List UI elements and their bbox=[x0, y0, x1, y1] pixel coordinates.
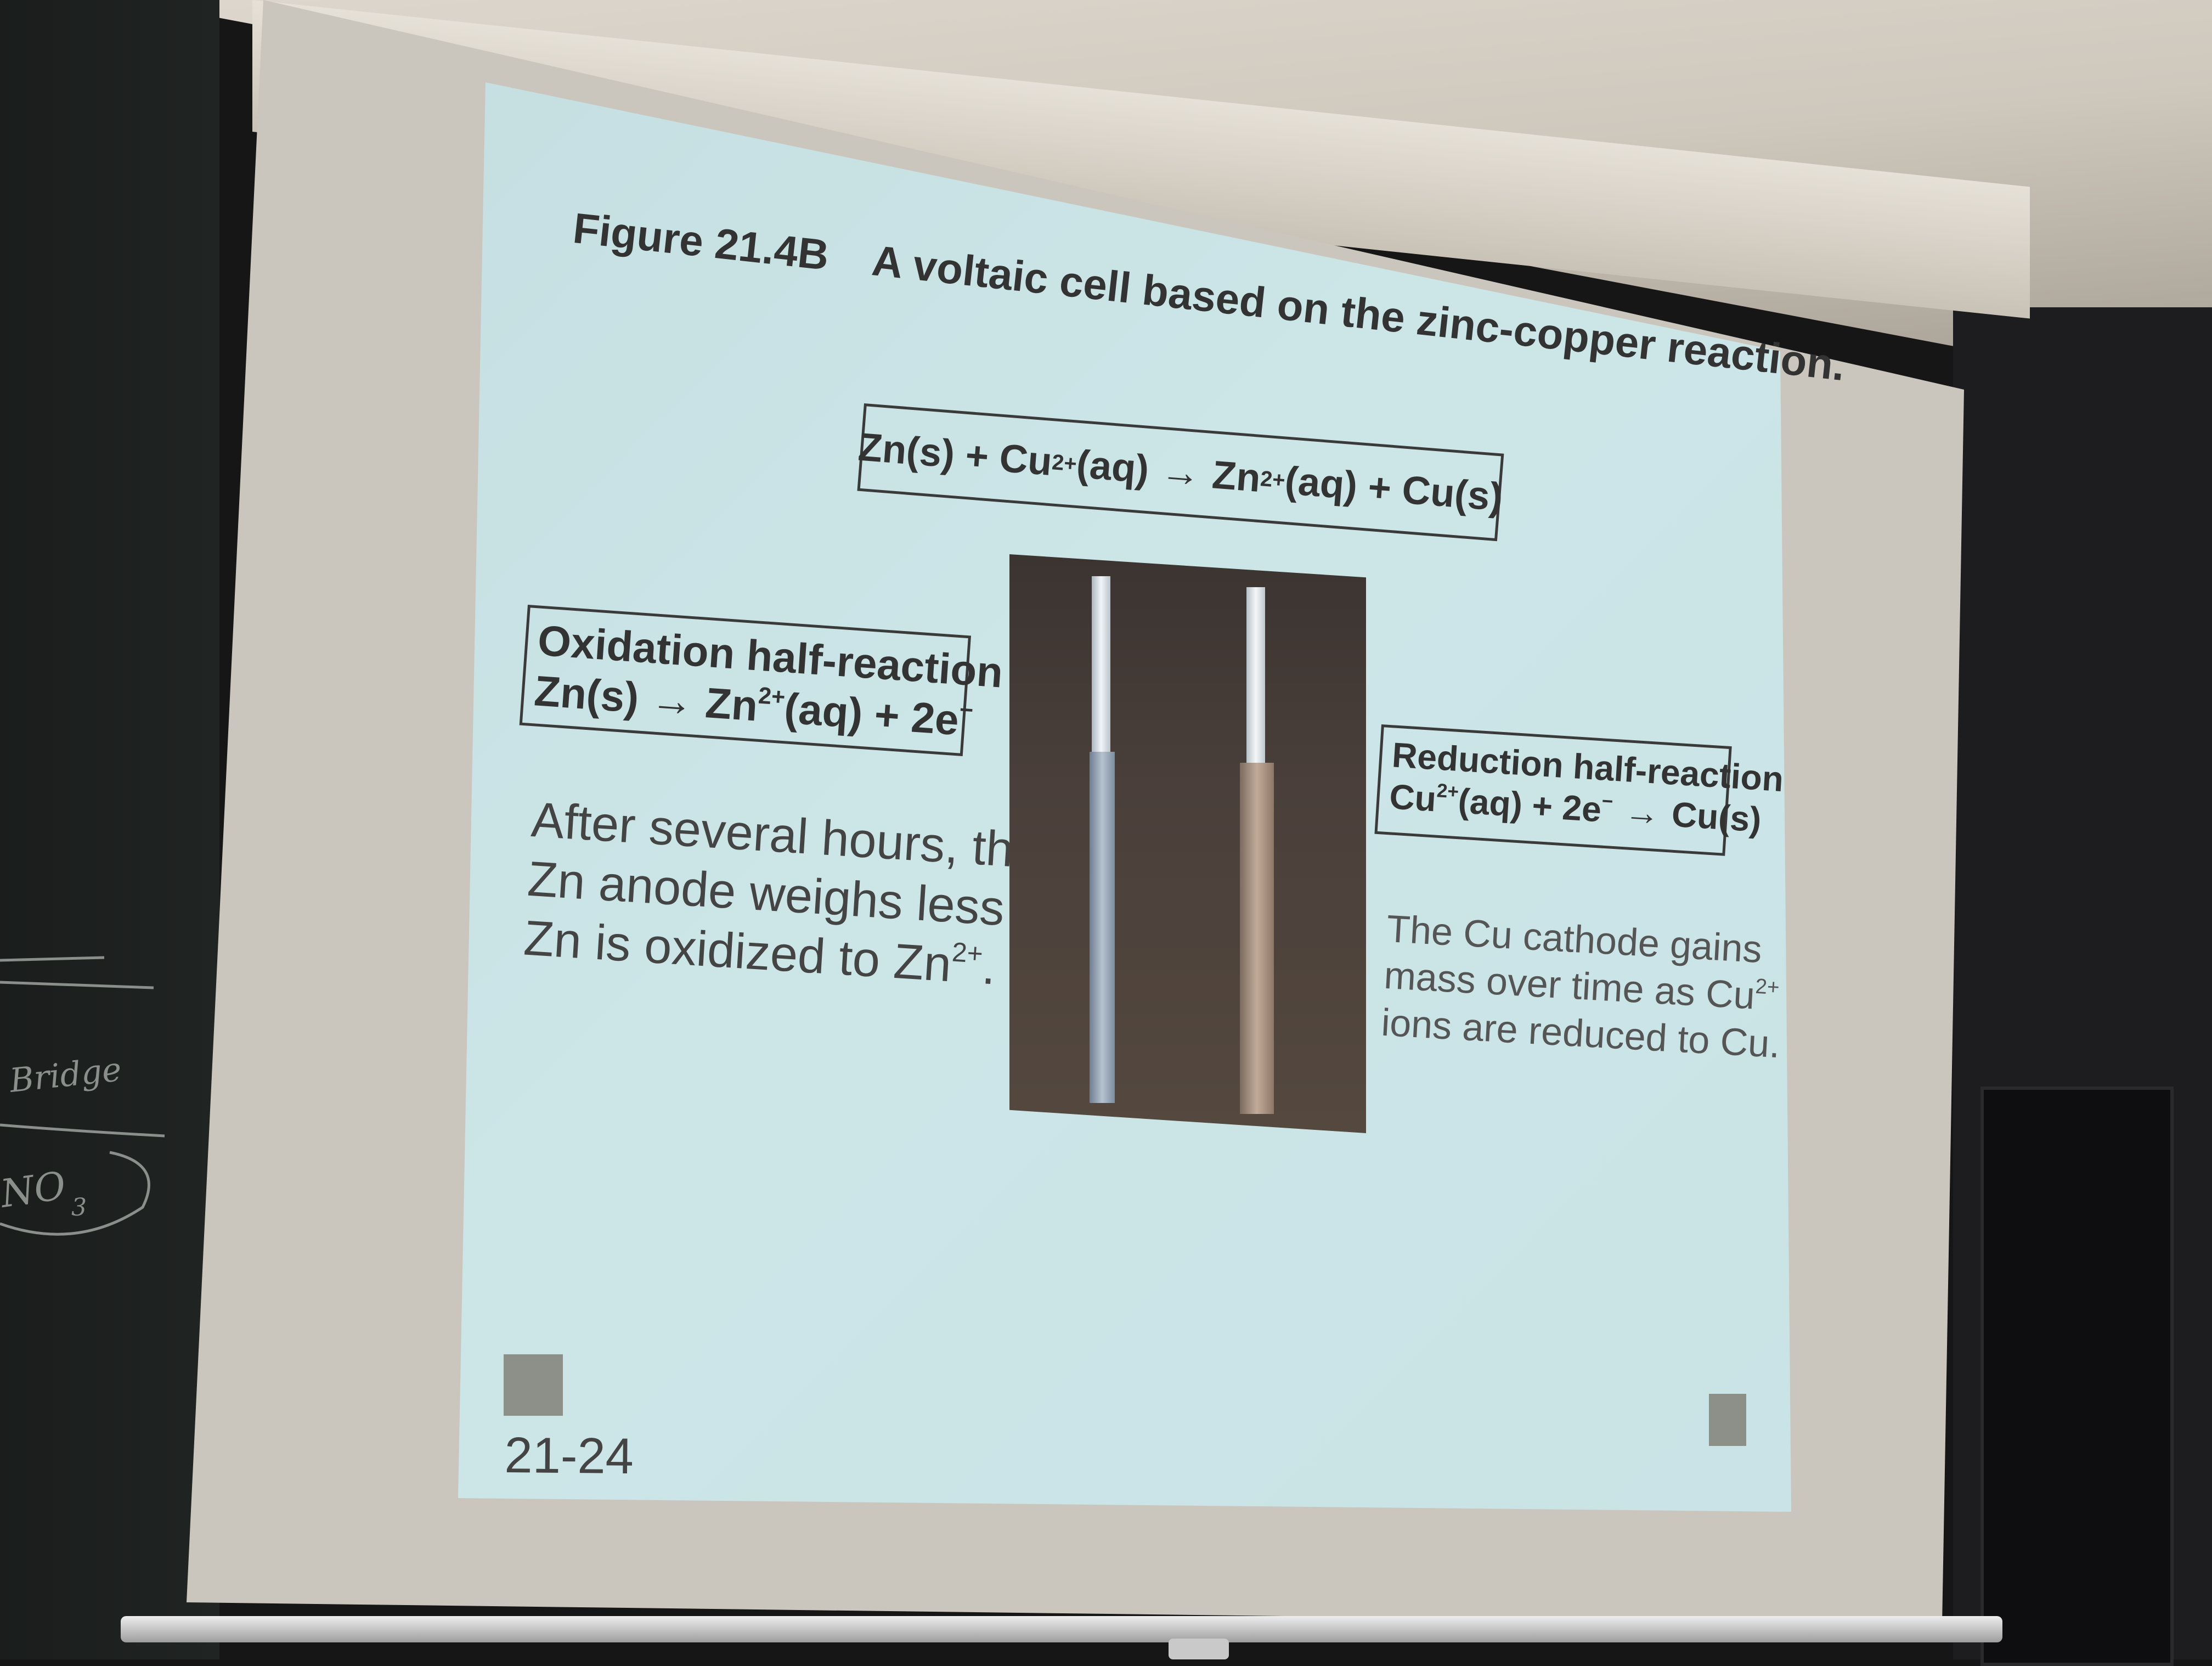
zinc-electrode bbox=[1090, 752, 1115, 1103]
figure-title: Figure 21.4B A voltaic cell based on the … bbox=[571, 203, 1847, 391]
ox-eq-rhs-a: Zn bbox=[703, 678, 760, 730]
reduction-box: Reduction half-reaction Cu2+(aq) + 2e− → C… bbox=[1374, 724, 1785, 856]
overall-eq-rhs-sup: 2+ bbox=[1259, 466, 1286, 493]
copper-wire bbox=[1246, 587, 1265, 768]
overall-eq-lhs-b: (aq) bbox=[1075, 442, 1151, 492]
overall-reaction-box: Zn(s) + Cu 2+ (aq) → Zn 2+ (aq) + Cu(s) bbox=[856, 403, 1505, 542]
anode-note-line3-b: . bbox=[980, 939, 998, 995]
overall-eq-lhs-sup: 2+ bbox=[1051, 450, 1078, 476]
ox-eq-lhs: Zn(s) bbox=[533, 666, 641, 722]
figure-caption: A voltaic cell based on the zinc-copper … bbox=[870, 236, 1848, 390]
corner-square-left bbox=[504, 1354, 563, 1416]
copper-electrode bbox=[1240, 763, 1274, 1114]
corner-square-right bbox=[1709, 1394, 1746, 1446]
red-eq-rhs: Cu(s) bbox=[1670, 794, 1763, 840]
anode-note-line3-sup: 2+ bbox=[951, 937, 984, 969]
anode-note: After several hours, the Zn anode weighs… bbox=[522, 790, 1076, 1002]
ox-eq-rhs-sup2: − bbox=[958, 696, 974, 724]
ox-eq-rhs-b: (aq) + 2e bbox=[782, 684, 961, 745]
red-eq-lhs-b: (aq) + 2e bbox=[1457, 780, 1603, 829]
chalkboard: Bridge NO 3 bbox=[0, 0, 219, 1659]
reaction-arrow-icon: → bbox=[1159, 448, 1202, 496]
red-eq-lhs-sup: 2+ bbox=[1436, 779, 1460, 803]
chalk-no3: NO bbox=[0, 1163, 69, 1217]
overall-eq-rhs-b: (aq) + Cu(s) bbox=[1283, 458, 1505, 520]
screen-pull-tab bbox=[1169, 1639, 1229, 1659]
chalk-no3-sub: 3 bbox=[71, 1194, 87, 1222]
overall-eq-rhs-a: Zn bbox=[1210, 453, 1262, 500]
cathode-note: The Cu cathode gains mass over time as C… bbox=[1380, 905, 1787, 1068]
red-arrow-icon: → bbox=[1623, 791, 1661, 833]
screen-bottom-bar bbox=[121, 1616, 2002, 1642]
red-eq-lhs-a: Cu bbox=[1388, 776, 1438, 819]
chalk-drawings: Bridge NO 3 bbox=[0, 956, 165, 1236]
electrodes-photo bbox=[1009, 554, 1366, 1133]
cathode-note-line2-sup: 2+ bbox=[1754, 975, 1780, 1000]
slide-number: 21-24 bbox=[504, 1427, 634, 1485]
oxidation-box: Oxidation half-reaction Zn(s) → Zn2+(aq) +… bbox=[519, 605, 1005, 756]
figure-label: Figure 21.4B bbox=[571, 203, 832, 280]
wall-panel bbox=[1980, 1087, 2174, 1666]
overall-eq-lhs-a: Zn(s) + Cu bbox=[856, 425, 1054, 485]
red-eq-lhs-sup2: − bbox=[1601, 790, 1614, 812]
ox-eq-rhs-sup: 2+ bbox=[757, 682, 786, 711]
zinc-wire bbox=[1092, 576, 1110, 757]
ox-arrow-icon: → bbox=[649, 674, 696, 726]
